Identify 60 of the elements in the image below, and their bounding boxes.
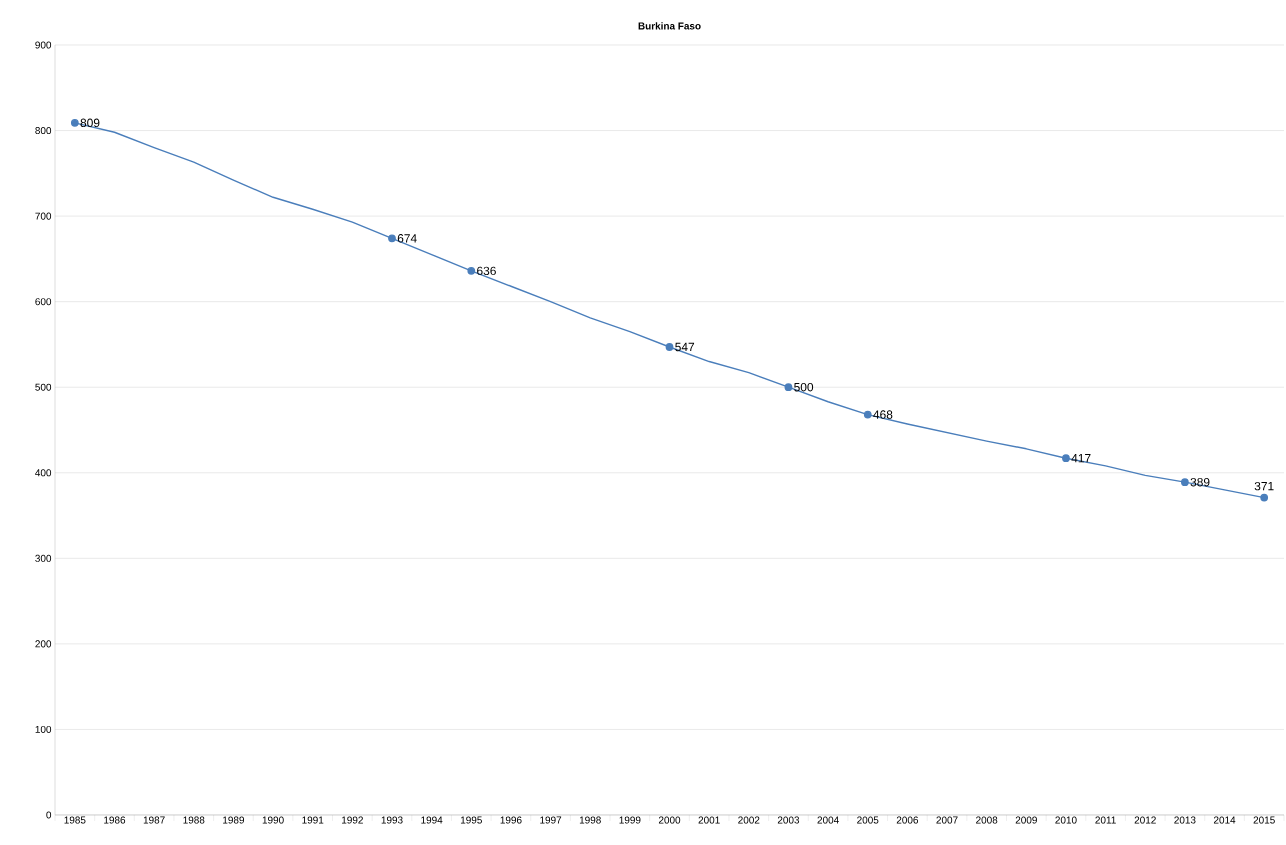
- x-tick-label: 2006: [896, 816, 919, 824]
- point: [70, 118, 79, 127]
- x-tick-label: 1991: [302, 816, 324, 824]
- y-tick-label: 600: [35, 298, 52, 306]
- x-tick-label: 2005: [857, 816, 879, 824]
- y-tick-label: 500: [35, 383, 52, 391]
- x-tick-label: 2003: [777, 816, 800, 824]
- x-tick-label: 2009: [1015, 816, 1037, 824]
- x-tick-label: 1999: [619, 816, 641, 824]
- data-label: 417: [1071, 454, 1091, 463]
- y-tick-label: 700: [35, 212, 52, 220]
- point: [1181, 478, 1189, 487]
- data-label: 636: [477, 266, 496, 276]
- y-tick-label: 0: [46, 811, 52, 819]
- point: [467, 266, 476, 275]
- x-tick-label: 2015: [1253, 816, 1275, 824]
- x-tick-label: 1995: [460, 816, 482, 824]
- y-tick-label: 100: [35, 725, 52, 733]
- x-tick-label: 1998: [579, 816, 601, 824]
- y-tick-label: 400: [35, 469, 52, 477]
- data-label: 468: [873, 410, 893, 419]
- y-tick-label: 800: [35, 127, 52, 135]
- x-tick-label: 1997: [540, 816, 562, 824]
- x-tick-label: 1992: [342, 816, 363, 824]
- x-tick-label: 2008: [976, 816, 998, 824]
- point: [388, 234, 396, 243]
- point: [863, 410, 872, 419]
- point: [1260, 493, 1269, 502]
- chart-title: Burkina Faso: [638, 22, 701, 30]
- x-tick-label: 2012: [1134, 816, 1156, 824]
- x-tick-label: 1985: [64, 816, 86, 824]
- x-tick-label: 2013: [1174, 816, 1196, 824]
- x-tick-label: 2007: [936, 816, 958, 824]
- x-tick-label: 1989: [223, 816, 245, 824]
- data-label: 500: [794, 382, 814, 392]
- y-tick-label: 200: [35, 640, 52, 648]
- x-tick-label: 1994: [421, 816, 443, 824]
- x-tick-label: 2010: [1055, 816, 1077, 824]
- x-tick-label: 2014: [1213, 816, 1236, 824]
- data-label: 809: [80, 118, 100, 128]
- x-tick-label: 1996: [500, 816, 522, 824]
- x-tick-label: 1986: [104, 816, 126, 824]
- y-tick-label: 300: [35, 554, 52, 562]
- data-label: 674: [397, 234, 417, 243]
- data-label: 371: [1254, 481, 1274, 491]
- x-tick-label: 2002: [738, 816, 760, 824]
- x-tick-label: 2000: [658, 816, 681, 824]
- y-tick-label: 900: [35, 41, 52, 49]
- x-tick-label: 1990: [262, 816, 284, 824]
- x-tick-label: 1987: [143, 816, 165, 824]
- data-label: 389: [1190, 477, 1210, 487]
- point: [1062, 454, 1070, 463]
- x-tick-label: 2004: [817, 816, 839, 824]
- x-tick-label: 2011: [1095, 816, 1116, 824]
- x-tick-label: 1993: [381, 816, 403, 824]
- point: [784, 383, 793, 392]
- x-tick-label: 2001: [698, 816, 720, 824]
- x-tick-label: 1988: [183, 816, 205, 824]
- point: [665, 343, 674, 351]
- data-label: 547: [675, 342, 695, 352]
